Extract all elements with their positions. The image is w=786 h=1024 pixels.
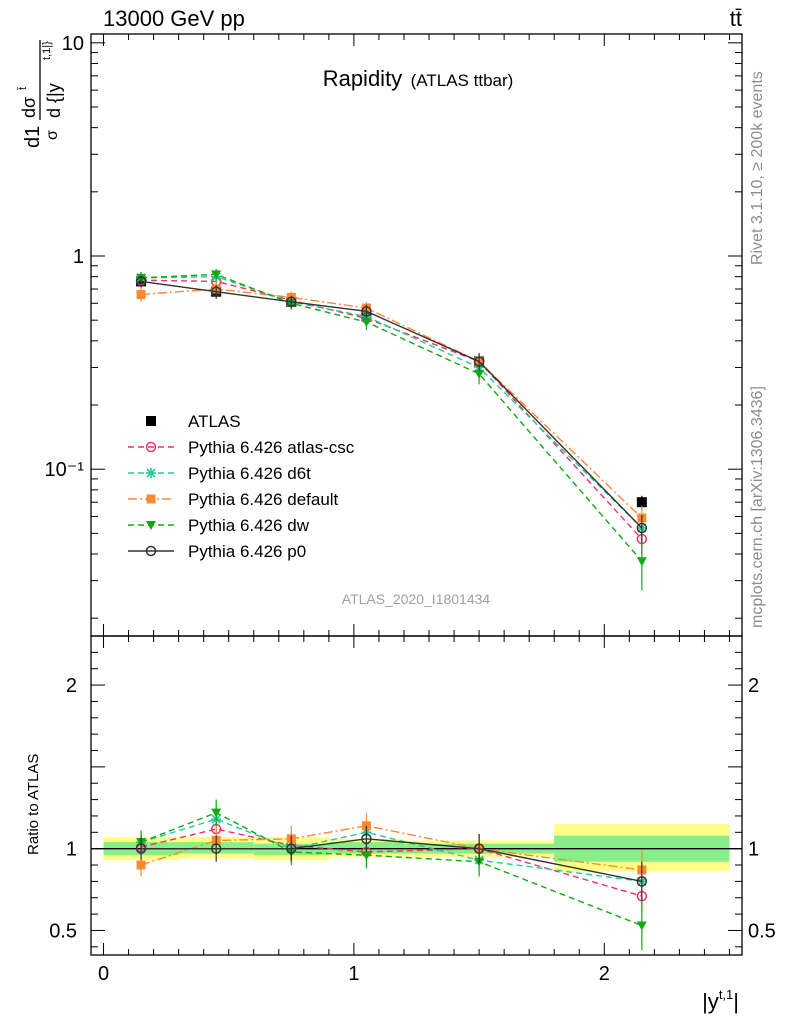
ylabel-part-dy: d {|y bbox=[44, 83, 64, 118]
main-point bbox=[210, 286, 222, 297]
x-axis-label-sup: t,1 bbox=[719, 987, 733, 1002]
ratio-panel-frame bbox=[90, 635, 743, 956]
x-axis-label-main: |y bbox=[702, 989, 719, 1014]
legend-label: Pythia 6.426 default bbox=[188, 490, 339, 509]
main-point bbox=[636, 522, 648, 534]
process-label: tt̄ bbox=[730, 6, 742, 31]
ratio-y-axis-label: Ratio to ATLAS bbox=[25, 754, 42, 855]
ratio-line-pythia-6-426-dw bbox=[140, 811, 643, 927]
main-line-pythia-6-426-d6t bbox=[141, 275, 643, 529]
legend-label: Pythia 6.426 atlas-csc bbox=[188, 438, 355, 457]
main-line-pythia-6-426-p0 bbox=[140, 280, 643, 529]
legend-marker bbox=[146, 494, 156, 504]
legend-item-pythia-6-426-default: Pythia 6.426 default bbox=[128, 490, 339, 509]
ratio-series-pythia-6-426-p0 bbox=[135, 825, 648, 902]
main-point bbox=[361, 318, 372, 328]
main-point bbox=[473, 356, 485, 367]
ylabel-part-ttbar: t̄ bbox=[17, 87, 29, 91]
legend-marker bbox=[146, 416, 156, 426]
main-point bbox=[361, 306, 372, 317]
legend: ATLAS Pythia 6.426 atlas-csc Pythia 6.426 … bbox=[128, 412, 355, 561]
chart-title: Rapidity (ATLAS ttbar) bbox=[323, 66, 514, 91]
ratio-y-tick-label-right: 1 bbox=[748, 839, 759, 861]
ratio-y-tick-label-left: 2 bbox=[66, 675, 77, 697]
main-point bbox=[286, 296, 297, 308]
main-point bbox=[636, 557, 647, 567]
legend-marker bbox=[145, 545, 157, 557]
ratio-point bbox=[473, 843, 485, 854]
side-text-mcplots: mcplots.cern.ch [arXiv:1306.3436] bbox=[749, 386, 766, 628]
ylabel-part-dsigma: dσ bbox=[19, 97, 39, 118]
main-y-tick-label: 1 bbox=[73, 246, 84, 268]
ratio-point bbox=[361, 851, 372, 861]
title-sub: (ATLAS ttbar) bbox=[411, 71, 514, 90]
x-tick-label: 1 bbox=[348, 963, 359, 985]
main-point bbox=[136, 289, 146, 299]
legend-marker bbox=[146, 468, 156, 478]
ratio-point bbox=[286, 843, 297, 854]
main-line-pythia-6-426-default bbox=[141, 288, 643, 519]
ylabel-part-d1: d1 bbox=[22, 126, 44, 148]
ratio-series bbox=[135, 799, 648, 951]
main-point bbox=[474, 369, 485, 379]
energy-label: 13000 GeV pp bbox=[103, 6, 245, 31]
legend-item-pythia-6-426-d6t: Pythia 6.426 d6t bbox=[128, 464, 311, 483]
axes: 0 1 2 10⁻¹ 1 10 0.5 0.5 1 1 2 2 bbox=[45, 33, 776, 985]
legend-label: ATLAS bbox=[188, 412, 241, 431]
legend-label: Pythia 6.426 dw bbox=[188, 516, 310, 535]
ratio-y-tick-label-left: 1 bbox=[66, 839, 77, 861]
ratio-uncertainty-bands bbox=[103, 824, 730, 872]
x-axis-label: |yt,1| bbox=[702, 987, 739, 1014]
title-main: Rapidity bbox=[323, 66, 402, 91]
ratio-point bbox=[636, 876, 648, 887]
ratio-line-pythia-6-426-d6t bbox=[140, 818, 642, 883]
legend-label: Pythia 6.426 d6t bbox=[188, 464, 311, 483]
main-line-pythia-6-426-dw bbox=[141, 273, 643, 562]
ylabel-part-sigma: σ bbox=[44, 130, 61, 140]
x-tick-label: 0 bbox=[98, 963, 109, 985]
ratio-y-tick-label-right: 2 bbox=[748, 675, 759, 697]
legend-item-pythia-6-426-p0: Pythia 6.426 p0 bbox=[128, 542, 306, 561]
main-point bbox=[636, 497, 647, 508]
main-y-tick-label: 10⁻¹ bbox=[45, 459, 85, 481]
ratio-line-pythia-6-426-atlas-csc bbox=[140, 828, 643, 897]
ratio-point bbox=[636, 921, 647, 931]
x-axis-label-close: | bbox=[733, 989, 739, 1014]
legend-marker bbox=[146, 521, 156, 530]
ratio-point bbox=[211, 808, 222, 818]
legend-item-atlas: ATLAS bbox=[146, 412, 241, 431]
x-tick-label: 2 bbox=[599, 963, 610, 985]
ratio-point bbox=[136, 860, 146, 870]
ratio-y-tick-label-right: 0.5 bbox=[748, 920, 776, 942]
legend-label: Pythia 6.426 p0 bbox=[188, 542, 306, 561]
legend-marker bbox=[145, 441, 157, 453]
main-series bbox=[135, 268, 648, 591]
main-point bbox=[135, 276, 147, 287]
side-text-rivet: Rivet 3.1.10, ≥ 200k events bbox=[749, 71, 766, 265]
ylabel-part-t1: t,1|} bbox=[41, 41, 53, 60]
ratio-point bbox=[361, 833, 372, 845]
main-point bbox=[211, 270, 222, 280]
main-y-axis-label: d1 σ dσ t̄ d {|y t,1|} bbox=[17, 40, 64, 148]
ratio-line-pythia-6-426-p0 bbox=[141, 838, 642, 883]
ratio-line-pythia-6-426-default bbox=[140, 825, 642, 871]
main-series-pythia-6-426-p0 bbox=[135, 275, 648, 544]
legend-item-pythia-6-426-atlas-csc: Pythia 6.426 atlas-csc bbox=[128, 438, 355, 457]
main-y-tick-label: 10 bbox=[62, 33, 84, 55]
analysis-watermark: ATLAS_2020_I1801434 bbox=[342, 591, 491, 607]
ratio-point bbox=[135, 843, 147, 854]
ratio-y-tick-label-left: 0.5 bbox=[49, 920, 77, 942]
legend-item-pythia-6-426-dw: Pythia 6.426 dw bbox=[128, 516, 310, 535]
ratio-point bbox=[210, 843, 222, 854]
